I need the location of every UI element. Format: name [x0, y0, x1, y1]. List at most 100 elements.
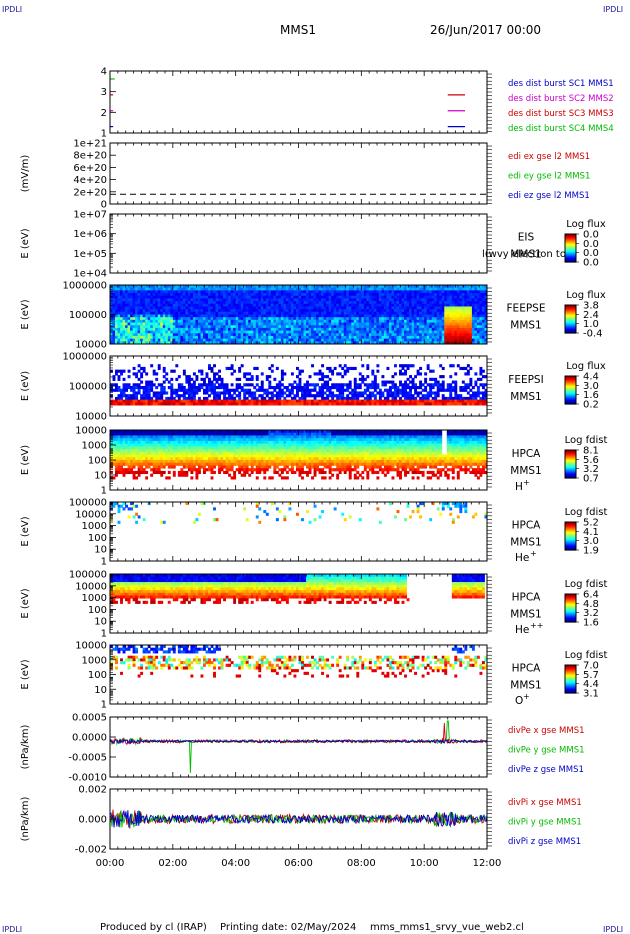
spectrogram-cell: [386, 380, 390, 384]
spectrogram-cell: [162, 375, 166, 379]
spectrogram-cell: [233, 333, 237, 337]
spectrogram-cell: [125, 311, 128, 315]
spectrogram-cell: [192, 293, 196, 297]
spectrogram-cell: [419, 380, 423, 384]
spectrogram-cell: [145, 394, 149, 398]
instrument-label: FEEPSE: [507, 303, 546, 315]
spectrogram-cell: [293, 386, 297, 390]
spectrogram-cell: [313, 383, 317, 387]
spectrogram-cell: [456, 287, 460, 291]
spectrogram-cell: [240, 399, 244, 403]
spectrogram-cell: [130, 309, 134, 313]
spectrogram-cell: [444, 311, 448, 315]
spectrogram-cell: [295, 394, 299, 398]
spectrogram-cell: [192, 333, 196, 337]
spectrogram-cell: [268, 383, 272, 387]
spectrogram-cell: [358, 391, 362, 395]
spectrogram-cell: [466, 338, 470, 342]
spectrogram-cell: [446, 306, 450, 310]
spectrogram-cell: [165, 295, 169, 299]
spectrogram-cell: [218, 391, 221, 395]
spectrogram-cell: [295, 388, 299, 392]
spectrogram-cell: [182, 391, 186, 395]
spectrogram-cell: [454, 327, 458, 331]
spectrogram-cell: [351, 298, 355, 302]
spectrogram-cell: [177, 383, 181, 387]
spectrogram-cell: [132, 341, 136, 345]
spectrogram-cell: [343, 306, 347, 310]
spectrogram-cell: [243, 319, 247, 323]
spectrogram-cell: [368, 335, 372, 340]
spectrogram-cell: [115, 396, 118, 401]
spectrogram-cell: [160, 333, 164, 337]
spectrogram-cell: [290, 383, 294, 387]
spectrogram-cell: [293, 335, 297, 340]
spectrogram-cell: [127, 330, 131, 334]
colorbar-swatch: [565, 321, 576, 323]
spectrogram-cell: [321, 287, 325, 291]
spectrogram-cell: [343, 287, 347, 291]
spectrogram-cell: [336, 303, 340, 307]
spectrogram-cell: [416, 303, 420, 307]
spectrogram-cell: [323, 327, 327, 331]
spectrogram-cell: [135, 394, 139, 398]
spectrogram-cell: [386, 388, 390, 392]
spectrogram-cell: [202, 287, 206, 291]
spectrogram-cell: [459, 338, 463, 342]
panel-burst-frame: [109, 70, 488, 134]
spectrogram-cell: [197, 319, 201, 323]
spectrogram-cell: [436, 338, 440, 342]
spectrogram-cell: [248, 341, 252, 345]
y-tick-label: 2e+20: [73, 187, 107, 198]
spectrogram-cell: [263, 399, 267, 403]
spectrogram-cell: [381, 295, 385, 299]
spectrogram-cell: [177, 386, 181, 390]
spectrogram-cell: [343, 311, 347, 315]
spectrogram-cell: [235, 377, 239, 381]
spectrogram-cell: [361, 338, 365, 342]
spectrogram-cell: [268, 285, 272, 289]
spectrogram-cell: [197, 325, 201, 329]
spectrogram-cell: [293, 290, 297, 294]
spectrogram-cell: [358, 309, 362, 313]
spectrogram-cell: [429, 314, 433, 318]
spectrogram-cell: [182, 338, 186, 342]
spectrogram-cell: [285, 402, 289, 406]
spectrogram-cell: [358, 327, 362, 331]
spectrogram-cell: [238, 322, 242, 326]
spectrogram-cell: [313, 309, 317, 313]
spectrogram-cell: [170, 298, 174, 302]
spectrogram-cell: [157, 293, 161, 297]
spectrogram-cell: [205, 287, 209, 291]
spectrogram-cell: [446, 287, 450, 291]
spectrogram-cell: [353, 309, 357, 313]
spectrogram-cell: [268, 327, 272, 331]
spectrogram-cell: [225, 341, 229, 345]
spectrogram-cell: [233, 295, 237, 299]
spectrogram-cell: [338, 391, 342, 395]
spectrogram-cell: [404, 327, 407, 331]
spectrogram-cell: [243, 303, 247, 307]
spectrogram-cell: [301, 394, 304, 398]
spectrogram-cell: [471, 327, 475, 331]
spectrogram-cell: [396, 335, 400, 340]
spectrogram-cell: [185, 399, 189, 403]
spectrogram-cell: [280, 341, 284, 345]
spectrogram-cell: [341, 335, 345, 340]
spectrogram-cell: [145, 303, 149, 307]
spectrogram-cell: [130, 319, 134, 323]
spectrogram-cell: [122, 317, 126, 321]
spectrogram-cell: [268, 306, 272, 310]
spectrogram-cell: [160, 314, 164, 318]
spectrogram-cell: [356, 338, 360, 342]
spectrogram-cell: [140, 303, 144, 307]
spectrogram-cell: [135, 303, 139, 307]
spectrogram-cell: [371, 335, 375, 340]
spectrogram-cell: [419, 301, 423, 305]
spectrogram-cell: [396, 402, 400, 406]
spectrogram-cell: [351, 366, 355, 371]
spectrogram-cell: [358, 322, 362, 326]
spectrogram-cell: [285, 309, 289, 313]
spectrogram-cell: [268, 295, 272, 299]
